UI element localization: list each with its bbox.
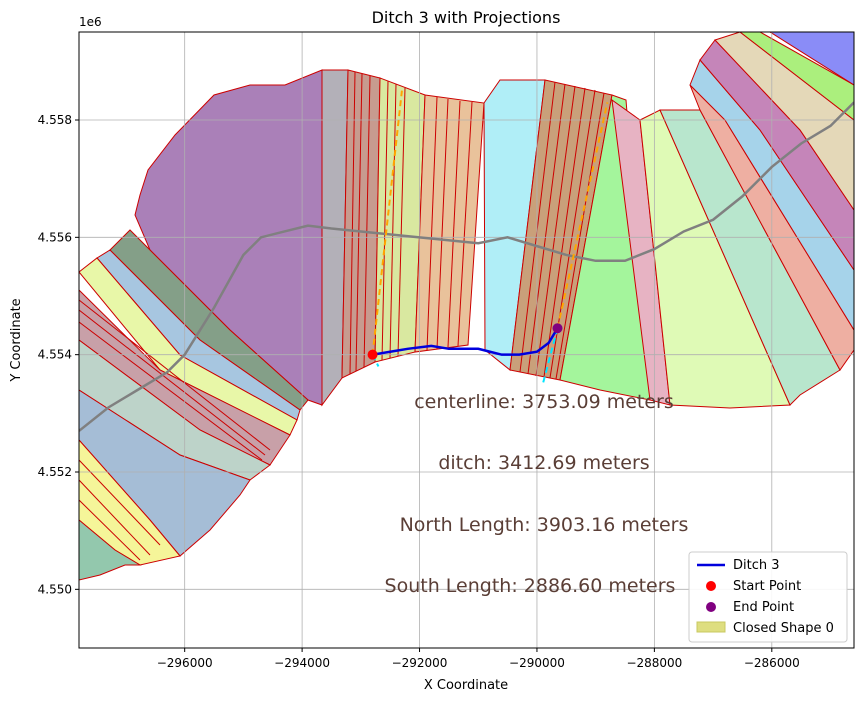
y-tick-label: 4.554 bbox=[38, 348, 72, 362]
end-point-marker bbox=[552, 323, 563, 334]
north-projection-start bbox=[371, 90, 403, 355]
region-mint-east bbox=[659, 109, 841, 406]
region-green-northeast bbox=[739, 32, 854, 121]
x-tick-label: −290000 bbox=[509, 656, 565, 670]
legend-end-swatch bbox=[706, 602, 716, 612]
legend-ditch-label: Ditch 3 bbox=[733, 558, 780, 573]
annotation-south-length: South Length: 2886.60 meters bbox=[385, 575, 676, 597]
x-tick-label: −286000 bbox=[744, 656, 800, 670]
x-tick-label: −292000 bbox=[392, 656, 448, 670]
y-tick-label: 4.552 bbox=[38, 465, 72, 479]
legend-start-swatch bbox=[706, 581, 716, 591]
annotation-centerline-length: centerline: 3753.09 meters bbox=[414, 391, 674, 413]
region-blue-northeast bbox=[769, 32, 854, 86]
legend-closed-shape-label: Closed Shape 0 bbox=[733, 621, 834, 636]
x-tick-label: −296000 bbox=[157, 656, 213, 670]
centerline-line bbox=[79, 101, 854, 432]
region-bands-central-3 bbox=[414, 94, 485, 353]
y-tick-label: 4.556 bbox=[38, 230, 72, 244]
north-projection-end bbox=[556, 102, 609, 329]
legend-closed-shape-swatch bbox=[696, 621, 726, 633]
annotation-north-length: North Length: 3903.16 meters bbox=[400, 514, 689, 536]
parcel-regions bbox=[79, 32, 854, 581]
y-axis-ticks: 4.550 4.552 4.554 4.556 4.558 bbox=[38, 113, 79, 596]
y-tick-label: 4.550 bbox=[38, 582, 72, 596]
y-offset-label: 1e6 bbox=[79, 15, 102, 29]
legend-start-label: Start Point bbox=[733, 579, 801, 594]
x-tick-label: −288000 bbox=[626, 656, 682, 670]
ditch-3-line bbox=[372, 327, 559, 356]
y-axis-label: Y Coordinate bbox=[9, 298, 24, 382]
plot-area bbox=[79, 32, 854, 648]
axes-frame bbox=[78, 31, 855, 649]
legend: Ditch 3 Start Point End Point Closed Sha… bbox=[688, 551, 848, 643]
x-axis-label: X Coordinate bbox=[424, 678, 508, 693]
annotation-ditch-length: ditch: 3412.69 meters bbox=[438, 452, 649, 474]
grid bbox=[79, 32, 854, 648]
region-bands-southwest bbox=[79, 519, 142, 581]
y-tick-label: 4.558 bbox=[38, 113, 72, 127]
x-axis-ticks: −296000 −294000 −292000 −290000 −288000 −2860… bbox=[157, 648, 800, 670]
legend-box bbox=[688, 551, 848, 643]
region-lightyellow-east bbox=[639, 109, 791, 409]
chart-title: Ditch 3 with Projections bbox=[372, 8, 561, 27]
x-tick-label: −294000 bbox=[274, 656, 330, 670]
band-lines bbox=[79, 71, 605, 561]
start-point-marker bbox=[367, 349, 378, 360]
legend-end-label: End Point bbox=[733, 600, 794, 615]
